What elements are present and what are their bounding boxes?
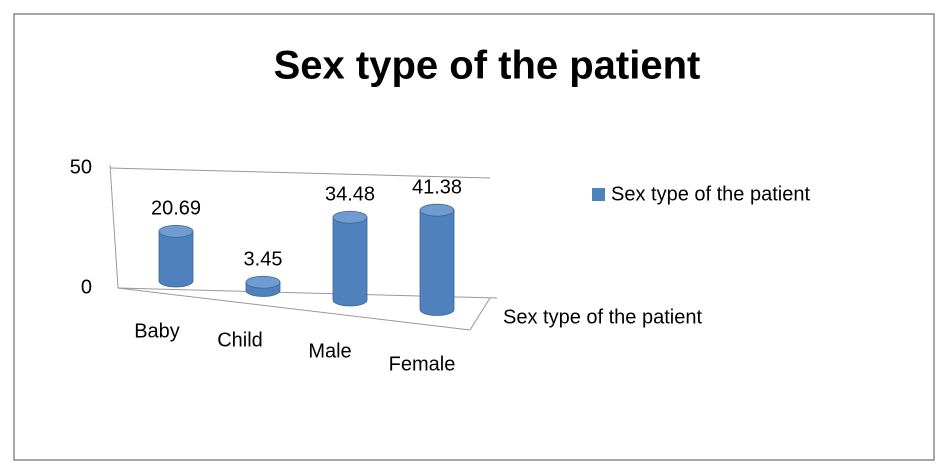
bar [332,216,368,307]
bar-top [332,210,368,224]
legend-label: Sex type of the patient [611,183,810,205]
floor-front [117,287,471,331]
y-tick-label: 0 [81,276,92,298]
x-axis-label: Sex type of the patient [503,306,702,328]
bar [158,230,194,288]
bar [419,209,455,316]
legend-swatch [592,188,605,201]
data-label: 20.69 [151,198,201,220]
x-tick-label: Baby [134,320,180,342]
bar-top [158,224,194,238]
x-tick-label: Male [308,340,351,362]
bar-top [245,275,281,289]
x-tick-label: Child [217,329,263,351]
data-label: 41.38 [412,176,462,198]
grid-line [110,167,491,179]
data-label: 3.45 [244,249,283,271]
y-tick-label: 50 [70,156,92,178]
chart-title: Sex type of the patient [274,44,701,88]
data-label: 34.48 [325,184,375,206]
bar-top [419,203,455,217]
floor-right [469,297,491,331]
x-tick-label: Female [389,353,456,375]
back-wall-left [109,164,119,289]
